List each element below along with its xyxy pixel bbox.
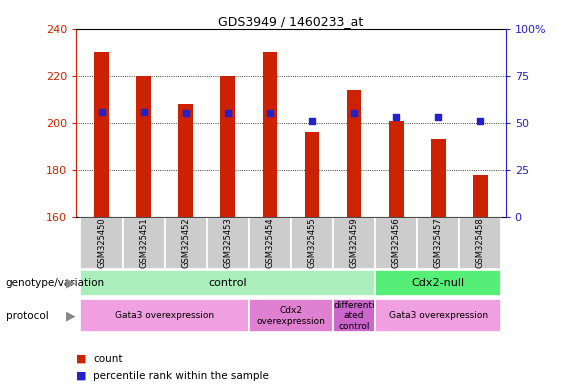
- Bar: [136, 76, 151, 217]
- Text: GSM325453: GSM325453: [223, 217, 232, 268]
- Text: GSM325459: GSM325459: [350, 218, 359, 268]
- Text: percentile rank within the sample: percentile rank within the sample: [93, 371, 269, 381]
- Bar: [123, 217, 164, 269]
- Bar: [249, 300, 333, 332]
- Point: [307, 118, 316, 124]
- Text: ▶: ▶: [66, 310, 76, 322]
- Bar: [333, 300, 375, 332]
- Bar: [347, 90, 362, 217]
- Point: [223, 111, 232, 117]
- Text: GSM325451: GSM325451: [139, 218, 148, 268]
- Point: [181, 111, 190, 117]
- Text: GSM325452: GSM325452: [181, 218, 190, 268]
- Point: [476, 118, 485, 124]
- Text: ■: ■: [76, 354, 87, 364]
- Bar: [80, 300, 249, 332]
- Bar: [375, 270, 502, 296]
- Bar: [418, 217, 459, 269]
- Bar: [220, 76, 235, 217]
- Point: [97, 109, 106, 115]
- Point: [350, 111, 359, 117]
- Bar: [305, 132, 319, 217]
- Text: ■: ■: [76, 371, 87, 381]
- Text: Gata3 overexpression: Gata3 overexpression: [389, 311, 488, 320]
- Text: Cdx2-null: Cdx2-null: [412, 278, 465, 288]
- Point: [139, 109, 148, 115]
- Bar: [179, 104, 193, 217]
- Bar: [473, 175, 488, 217]
- Bar: [80, 217, 123, 269]
- Bar: [80, 270, 375, 296]
- Text: genotype/variation: genotype/variation: [6, 278, 105, 288]
- Text: differenti
ated
control: differenti ated control: [333, 301, 375, 331]
- Text: GSM325458: GSM325458: [476, 217, 485, 268]
- Bar: [94, 52, 109, 217]
- Text: GSM325455: GSM325455: [307, 218, 316, 268]
- Text: GSM325457: GSM325457: [434, 217, 443, 268]
- Text: count: count: [93, 354, 123, 364]
- Bar: [164, 217, 207, 269]
- Point: [392, 114, 401, 120]
- Text: control: control: [208, 278, 247, 288]
- Point: [434, 114, 443, 120]
- Bar: [375, 217, 418, 269]
- Bar: [207, 217, 249, 269]
- Bar: [249, 217, 291, 269]
- Bar: [263, 52, 277, 217]
- Text: GSM325456: GSM325456: [392, 217, 401, 268]
- Text: GSM325450: GSM325450: [97, 218, 106, 268]
- Bar: [291, 217, 333, 269]
- Point: [266, 111, 275, 117]
- Text: Gata3 overexpression: Gata3 overexpression: [115, 311, 214, 320]
- Bar: [459, 217, 502, 269]
- Text: ▶: ▶: [66, 277, 76, 290]
- Bar: [389, 121, 403, 217]
- Text: protocol: protocol: [6, 311, 49, 321]
- Bar: [431, 139, 446, 217]
- Text: Cdx2
overexpression: Cdx2 overexpression: [257, 306, 325, 326]
- Bar: [333, 217, 375, 269]
- Title: GDS3949 / 1460233_at: GDS3949 / 1460233_at: [218, 15, 364, 28]
- Bar: [375, 300, 502, 332]
- Text: GSM325454: GSM325454: [266, 218, 275, 268]
